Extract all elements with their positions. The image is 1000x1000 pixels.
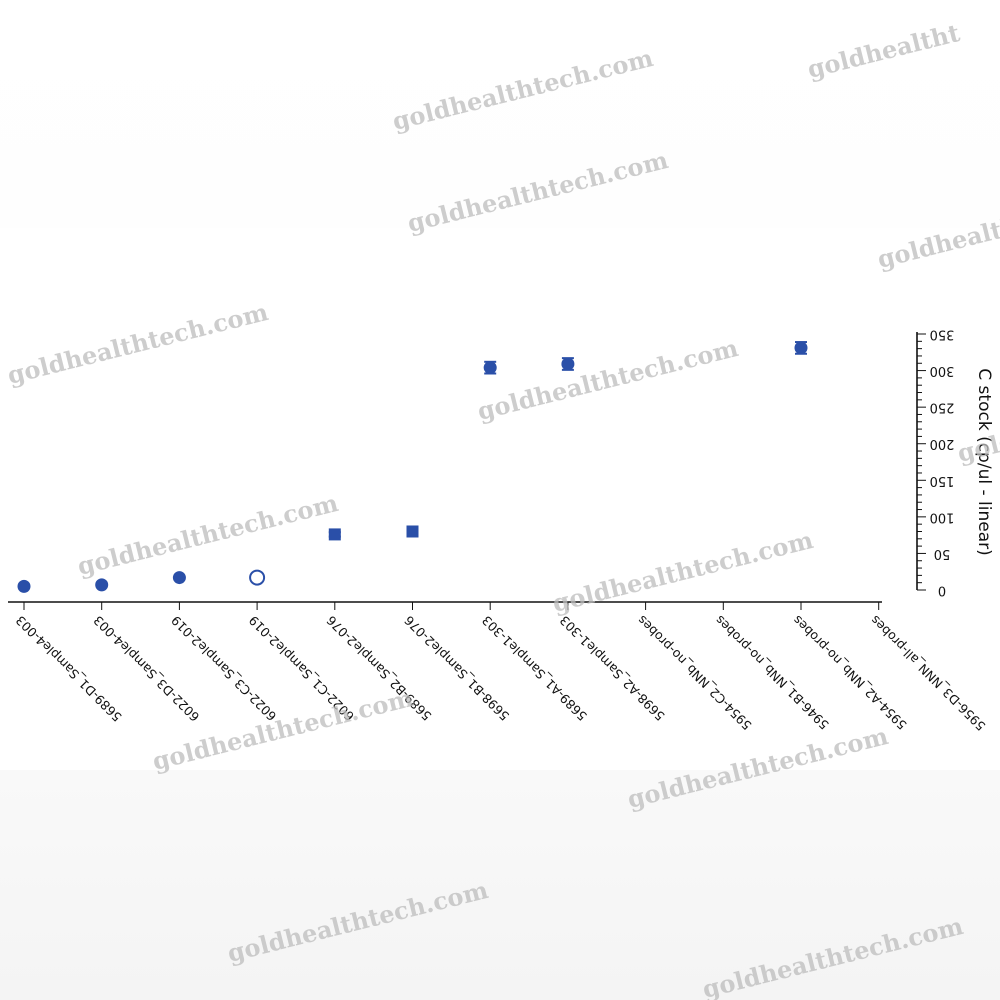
data-point-square xyxy=(328,528,341,541)
y-axis-title: C stock (cp/ul - linear) xyxy=(974,368,994,555)
y-tick-label: 200 xyxy=(930,436,955,451)
data-point xyxy=(172,571,186,585)
y-tick-label: 250 xyxy=(930,400,955,415)
y-tick-label: 350 xyxy=(930,327,955,342)
watermark-layer: goldhealthtgoldhealthtech.comgoldhealtht… xyxy=(4,18,1000,1000)
y-tick-label: 50 xyxy=(934,546,951,561)
watermark-text: goldhealthtech.com xyxy=(549,525,815,618)
watermark-text: goldhealthtech.com xyxy=(404,145,670,238)
plot-panel xyxy=(0,228,1000,770)
watermark-text: goldhealthtech.com xyxy=(74,488,340,581)
data-point-open xyxy=(249,569,266,586)
y-tick-label: 150 xyxy=(930,473,955,488)
watermark-text: goldhealthtech.com xyxy=(624,721,890,814)
watermark-text: goldhealthtech.com xyxy=(4,297,270,390)
watermark-text: goldhealthtech.com xyxy=(149,683,415,776)
y-tick-label: 300 xyxy=(930,363,955,378)
category-labels: 5689-D1_Sample4-0036022-D3_Sample4-00360… xyxy=(13,613,989,734)
data-point xyxy=(17,579,31,593)
data-point xyxy=(483,361,497,375)
watermark-text: goldhealthtech.com xyxy=(474,333,740,426)
y-tick-label: 100 xyxy=(930,509,955,524)
data-points xyxy=(17,341,808,593)
y-tick-label: 0 xyxy=(938,583,946,598)
data-point xyxy=(794,341,808,355)
data-point xyxy=(95,578,109,592)
watermark-text: goldhealthtech.com xyxy=(699,911,965,1000)
data-point xyxy=(561,357,575,371)
watermark-text: goldhealth xyxy=(874,211,1000,274)
watermark-text: goldhealthtech.com xyxy=(389,43,655,136)
watermark-text: goldhealthtech.com xyxy=(224,875,490,968)
data-point-square xyxy=(406,525,419,538)
axes: 0 50 100 150 200 250 300 350 C stock (cp/ul - li… xyxy=(8,327,994,610)
watermark-text: goldhealtht xyxy=(804,18,962,84)
